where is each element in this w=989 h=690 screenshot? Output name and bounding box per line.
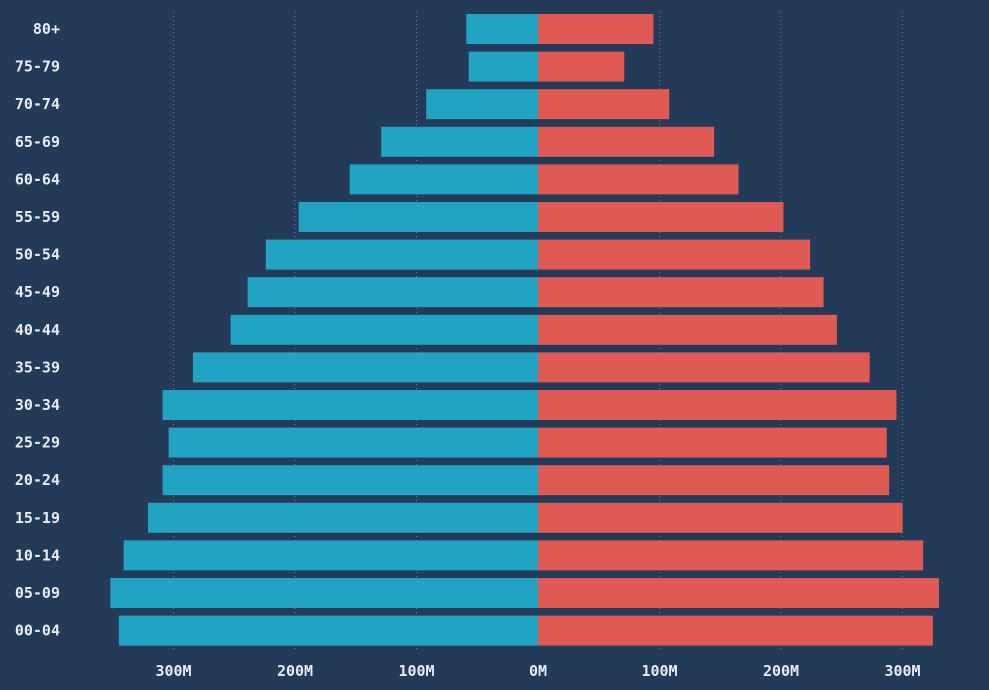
bar-left-10-14: [123, 540, 538, 571]
bar-right-80+: [538, 14, 654, 44]
age-label-65-69: 65-69: [15, 133, 60, 151]
age-label-45-49: 45-49: [15, 283, 60, 301]
bar-right-55-59: [538, 202, 784, 232]
bar-right-40-44: [538, 314, 837, 345]
x-tick-label-4: 100M: [641, 662, 677, 680]
bar-left-45-49: [247, 277, 539, 308]
x-tick-label-0: 300M: [155, 662, 191, 680]
bar-left-55-59: [298, 202, 538, 232]
bar-left-05-09: [110, 578, 538, 608]
bar-right-10-14: [538, 540, 924, 571]
bar-left-60-64: [349, 164, 538, 195]
age-label-10-14: 10-14: [15, 546, 60, 564]
bar-left-00-04: [118, 615, 538, 646]
bar-right-30-34: [538, 390, 897, 420]
bar-right-45-49: [538, 277, 824, 308]
bar-right-60-64: [538, 164, 739, 195]
bar-right-25-29: [538, 427, 887, 458]
x-tick-label-3: 0M: [529, 662, 547, 680]
bar-right-70-74: [538, 89, 670, 120]
age-label-40-44: 40-44: [15, 321, 60, 339]
age-label-25-29: 25-29: [15, 434, 60, 452]
bar-right-65-69: [538, 126, 715, 157]
bar-left-80+: [466, 14, 538, 44]
x-tick-label-2: 100M: [398, 662, 434, 680]
x-axis-tick-labels: 300M 200M 100M 0M 100M 200M 300M: [155, 662, 920, 680]
bar-left-65-69: [381, 126, 538, 157]
age-label-30-34: 30-34: [15, 396, 60, 414]
bar-left-35-39: [192, 352, 538, 383]
age-label-50-54: 50-54: [15, 246, 60, 264]
bar-right-20-24: [538, 465, 890, 496]
x-tick-label-5: 200M: [763, 662, 799, 680]
age-label-20-24: 20-24: [15, 471, 60, 489]
age-label-75-79: 75-79: [15, 58, 60, 76]
bar-left-25-29: [168, 427, 538, 458]
age-group-labels: 80+ 75-79 70-74 65-69 60-64 55-59 50-54 45-49 40…: [15, 20, 60, 640]
age-label-55-59: 55-59: [15, 208, 60, 226]
bars: [110, 14, 939, 646]
bar-right-00-04: [538, 615, 933, 646]
age-label-70-74: 70-74: [15, 95, 60, 113]
bar-right-15-19: [538, 502, 903, 533]
bar-right-50-54: [538, 239, 811, 270]
bar-right-75-79: [538, 51, 625, 82]
x-tick-label-6: 300M: [884, 662, 920, 680]
age-label-80+: 80+: [33, 20, 60, 38]
age-label-15-19: 15-19: [15, 509, 60, 527]
bar-left-70-74: [426, 89, 538, 120]
bar-right-05-09: [538, 578, 939, 608]
bar-left-75-79: [468, 51, 538, 82]
age-label-00-04: 00-04: [15, 622, 60, 640]
bar-right-35-39: [538, 352, 870, 383]
bar-left-15-19: [147, 502, 539, 533]
bar-left-50-54: [265, 239, 538, 270]
x-tick-label-1: 200M: [277, 662, 313, 680]
bar-left-40-44: [230, 314, 539, 345]
bar-left-20-24: [162, 465, 538, 496]
bar-left-30-34: [162, 390, 538, 420]
age-label-05-09: 05-09: [15, 584, 60, 602]
age-label-60-64: 60-64: [15, 170, 60, 188]
age-label-35-39: 35-39: [15, 358, 60, 376]
